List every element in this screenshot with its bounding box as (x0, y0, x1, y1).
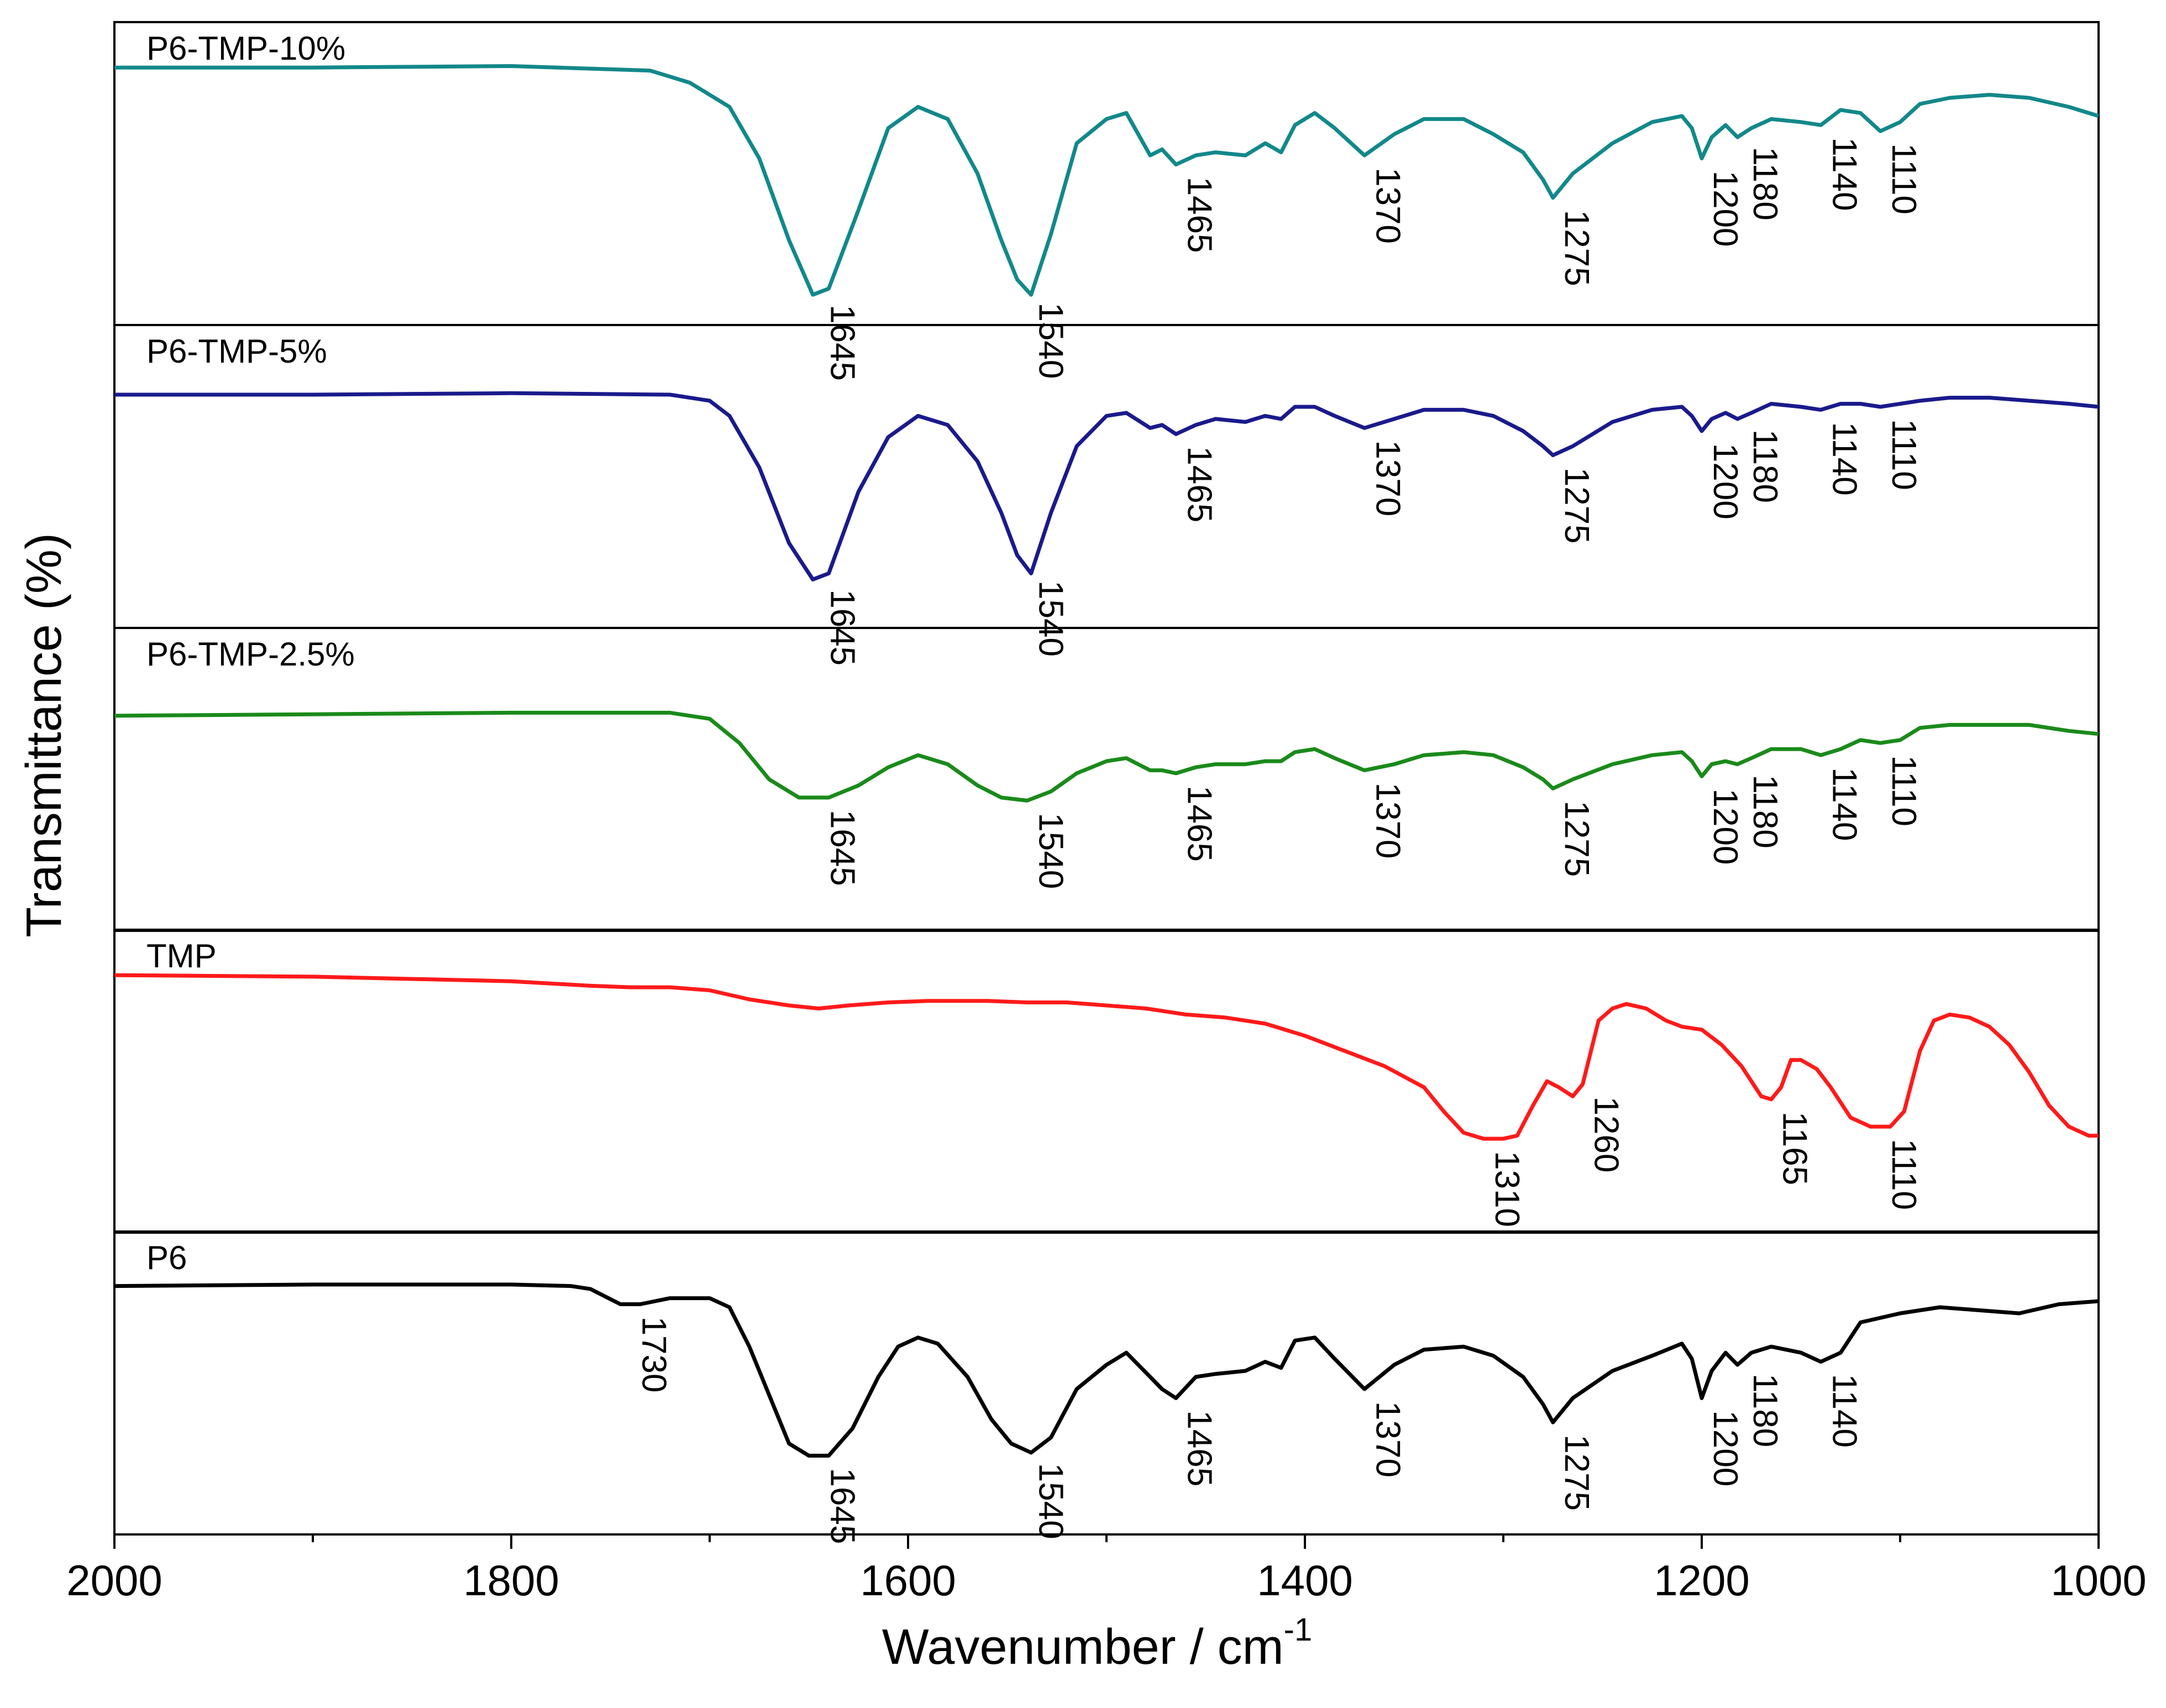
peak-label: 1540 (1031, 302, 1069, 379)
peak-label: 1645 (824, 305, 862, 381)
panel-label: P6-TMP-10% (146, 30, 345, 67)
panel-label: P6-TMP-2.5% (146, 636, 355, 673)
panel-frame (113, 1230, 2100, 1536)
x-tick-label: 1800 (463, 1556, 559, 1605)
panel-tmp: TMP 1310 1260 1165 1110 (113, 929, 2100, 1234)
peak-label: 1140 (1825, 422, 1863, 495)
peak-label: 1260 (1587, 1097, 1625, 1173)
peak-label: 1730 (634, 1317, 673, 1393)
peak-label: 1310 (1488, 1151, 1526, 1227)
panel-label: TMP (146, 937, 217, 974)
panel-label: P6 (146, 1239, 187, 1276)
peak-label: 1275 (1557, 800, 1596, 877)
series-line-p6-tmp-10 (114, 64, 2100, 297)
peak-label: 1540 (1031, 580, 1069, 657)
panel-frame (113, 627, 2100, 932)
peak-label: 1140 (1825, 767, 1863, 841)
peak-label: 1180 (1746, 1374, 1784, 1447)
peak-label: 1110 (1885, 1139, 1923, 1210)
x-tick-label: 1400 (1257, 1556, 1353, 1605)
x-tick-label: 1600 (860, 1556, 956, 1605)
peak-label: 1645 (824, 1468, 862, 1544)
peak-label: 1110 (1885, 755, 1923, 826)
peak-label: 1465 (1181, 177, 1219, 253)
panel-p6-tmp-10: P6-TMP-10% 1645 1540 1465 1370 1275 1200 1180 11… (113, 21, 2100, 381)
series-line-p6 (114, 1282, 2099, 1458)
x-tick-label: 2000 (66, 1556, 162, 1605)
y-axis-title: Transmittance (%) (17, 533, 72, 937)
peak-label: 1275 (1557, 468, 1596, 544)
series-line-p6-tmp-5 (114, 391, 2099, 581)
x-tick-label: 1200 (1654, 1556, 1750, 1605)
peak-label: 1370 (1369, 783, 1407, 859)
peak-label: 1140 (1825, 137, 1863, 211)
peak-label: 1110 (1885, 143, 1923, 214)
panel-label: P6-TMP-5% (146, 333, 327, 370)
peak-label: 1200 (1706, 443, 1744, 520)
peak-label: 1465 (1181, 446, 1219, 522)
peak-label: 1645 (824, 810, 862, 886)
series-line-tmp (114, 973, 2099, 1141)
peak-label: 1540 (1031, 1463, 1069, 1539)
panel-p6: P6 1730 1645 1540 1465 1370 1275 1200 1180 1140 (113, 1230, 2100, 1544)
peak-label: 1180 (1746, 147, 1784, 221)
peak-label: 1465 (1181, 1410, 1219, 1486)
peak-label: 1465 (1181, 785, 1219, 862)
peak-label: 1110 (1885, 419, 1923, 490)
peak-label: 1200 (1706, 1410, 1744, 1486)
peak-label: 1370 (1369, 1401, 1407, 1478)
x-axis: 2000 1800 1600 1400 1200 1000 (66, 1534, 2147, 1605)
peak-label: 1540 (1031, 813, 1069, 889)
panel-p6-tmp-2-5: P6-TMP-2.5% 1645 1540 1465 1370 1275 1200 1180 1… (113, 627, 2100, 932)
panel-frame (113, 929, 2100, 1234)
series-line-p6-tmp-2-5 (114, 710, 2099, 803)
peak-label: 1370 (1369, 440, 1407, 516)
x-axis-title: Wavenumber / cm-1 (882, 1612, 1312, 1675)
peak-label: 1275 (1557, 210, 1596, 286)
peak-label: 1165 (1776, 1112, 1814, 1185)
panel-frame (113, 324, 2100, 629)
peak-label: 1180 (1746, 775, 1784, 848)
peak-label: 1275 (1557, 1434, 1596, 1511)
peak-label: 1370 (1369, 167, 1407, 244)
peak-label: 1140 (1825, 1374, 1863, 1448)
x-tick-label: 1000 (2050, 1556, 2147, 1605)
peak-label: 1200 (1706, 789, 1744, 865)
peak-label: 1200 (1706, 171, 1744, 247)
peak-label: 1180 (1746, 429, 1784, 503)
